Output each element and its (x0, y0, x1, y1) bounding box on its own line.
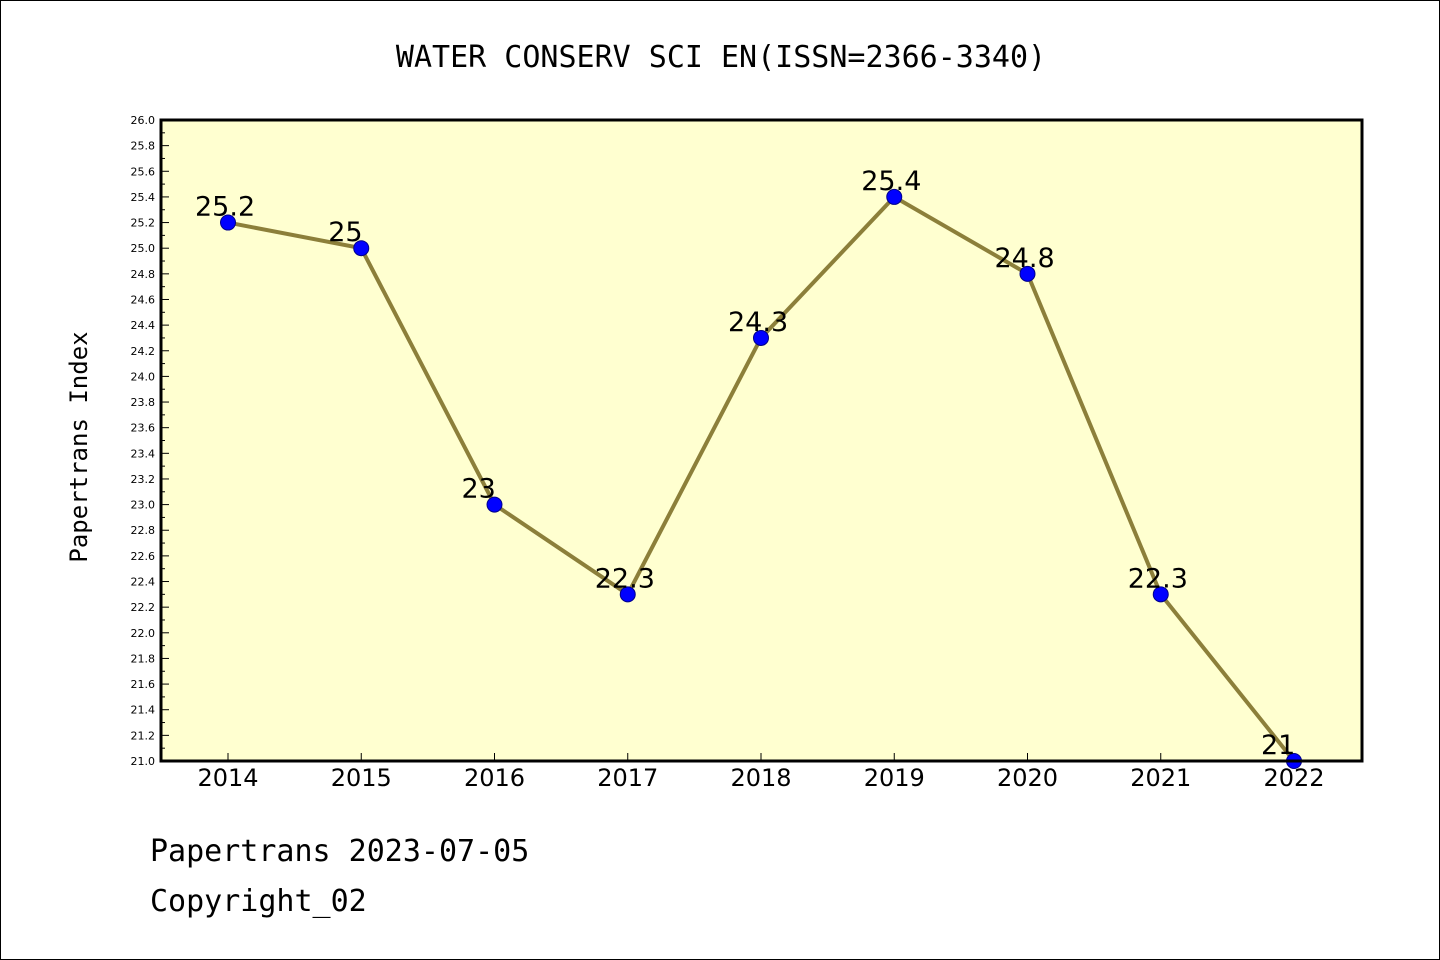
y-tick-label: 24.6 (131, 293, 156, 306)
y-tick-label: 25.0 (131, 242, 156, 255)
data-label: 22.3 (1128, 563, 1188, 594)
x-tick-label: 2020 (997, 764, 1058, 792)
y-tick-label: 23.2 (131, 473, 156, 486)
data-labels: 25.2 25 23 22.3 24.3 25.4 24.8 22.3 21 (195, 166, 1295, 761)
x-tick-label: 2021 (1130, 764, 1191, 792)
x-tick-label: 2016 (464, 764, 525, 792)
y-tick-label: 22.2 (131, 601, 156, 614)
y-tick-label: 22.4 (131, 576, 156, 589)
y-tick-label: 25.8 (131, 140, 156, 153)
y-tick-label: 21.8 (131, 652, 156, 665)
y-tick-label: 24.8 (131, 268, 156, 281)
data-point (353, 240, 370, 257)
y-tick-label: 22.6 (131, 550, 156, 563)
data-label: 22.3 (595, 563, 655, 594)
data-label: 21 (1261, 730, 1295, 761)
y-tick-label: 23.0 (131, 499, 156, 512)
x-tick-label: 2015 (331, 764, 392, 792)
y-tick-label: 22.8 (131, 524, 156, 537)
data-label: 23 (462, 474, 496, 505)
data-point (1152, 586, 1169, 603)
y-tick-label: 23.6 (131, 422, 156, 435)
data-point (619, 586, 636, 603)
x-tick-label: 2019 (864, 764, 925, 792)
y-tick-label: 21.0 (131, 755, 156, 768)
y-tick-label: 24.2 (131, 345, 156, 358)
footer-copyright-line: Copyright_02 (150, 884, 367, 919)
y-tick-label: 24.4 (131, 319, 156, 332)
x-tick-label: 2014 (197, 764, 258, 792)
y-tick-label: 21.6 (131, 678, 156, 691)
data-label: 25.2 (195, 192, 255, 223)
y-tick-label: 24.0 (131, 370, 156, 383)
plot-border (159, 118, 1364, 763)
y-tick-label: 21.4 (131, 704, 156, 717)
chart-title: WATER CONSERV SCI EN(ISSN=2366-3340) (396, 40, 1046, 75)
x-axis-ticks: 2014 2015 2016 2017 2018 2019 2020 2021 2022 (197, 753, 1325, 792)
y-axis-label: Papertrans Index (65, 331, 93, 562)
x-tick-label: 2017 (597, 764, 658, 792)
data-point (486, 496, 503, 513)
x-tick-label: 2018 (730, 764, 791, 792)
data-label: 25 (328, 217, 362, 248)
plot-area (161, 120, 1362, 761)
y-tick-label: 25.4 (131, 191, 156, 204)
footer-date-line: Papertrans 2023-07-05 (150, 834, 530, 869)
data-points (220, 188, 1302, 769)
y-tick-label: 22.0 (131, 627, 156, 640)
data-point (753, 329, 769, 346)
data-label: 25.4 (861, 166, 921, 197)
data-label: 24.3 (728, 307, 788, 338)
y-tick-label: 25.6 (131, 165, 156, 178)
data-point (220, 214, 236, 231)
y-axis-ticks: 21.0 21.2 21.4 21.6 21.8 22.0 22.2 22.4 22.6 22.8… (131, 114, 169, 768)
y-tick-label: 23.4 (131, 447, 156, 460)
y-tick-label: 21.2 (131, 729, 156, 742)
y-tick-label: 23.8 (131, 396, 156, 409)
data-point (1019, 265, 1036, 282)
data-point (886, 188, 903, 205)
data-label: 24.8 (995, 243, 1055, 274)
y-tick-label: 25.2 (131, 217, 156, 230)
y-tick-label: 26.0 (131, 114, 156, 127)
